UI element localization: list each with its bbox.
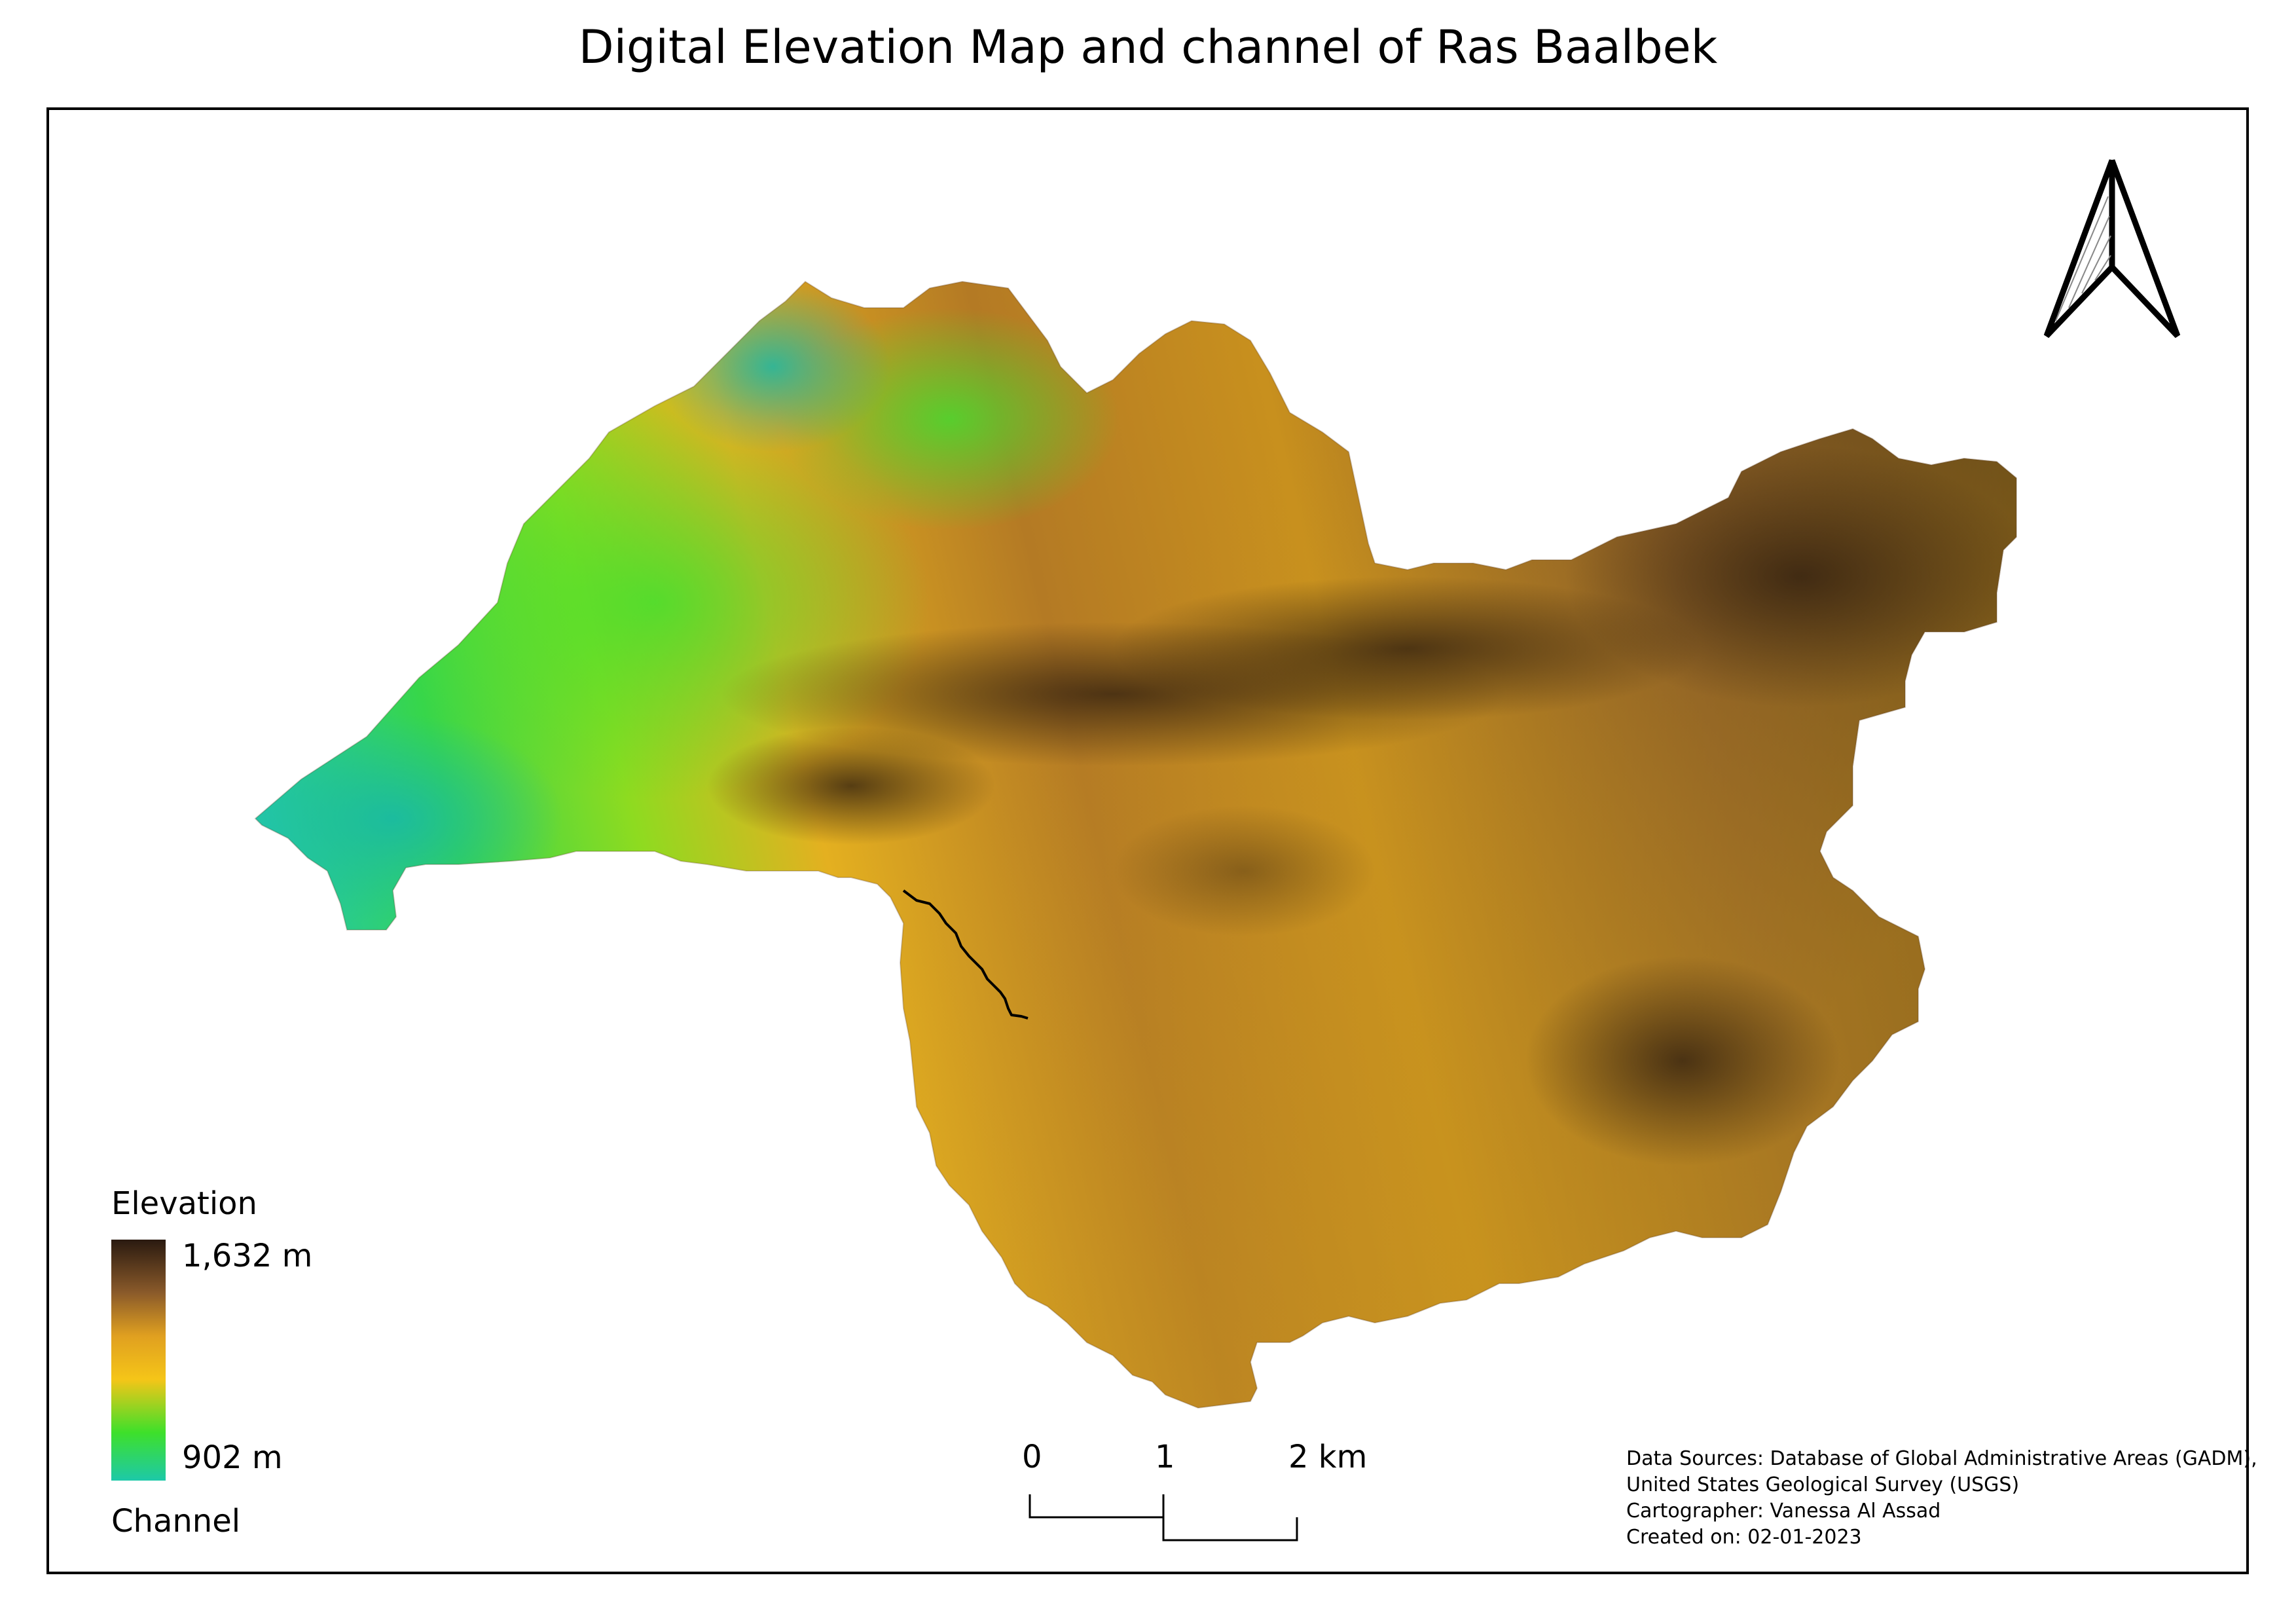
legend-max-label: 1,632 m (182, 1238, 313, 1274)
credits-line: Data Sources: Database of Global Adminis… (1626, 1447, 2257, 1470)
legend-title: Elevation (111, 1185, 257, 1222)
scale-label-1: 1 (1155, 1439, 1175, 1475)
north-arrow-icon (2043, 159, 2181, 339)
credits-line: United States Geological Survey (USGS) (1626, 1473, 2020, 1496)
map-frame (46, 107, 2249, 1574)
elevation-color-ramp (111, 1240, 166, 1481)
channel-line[interactable] (902, 889, 1029, 1020)
credits-line: Created on: 02-01-2023 (1626, 1526, 1862, 1549)
legend-channel-label: Channel (111, 1503, 241, 1540)
map-title: Digital Elevation Map and channel of Ras… (578, 20, 1718, 74)
legend-min-label: 902 m (182, 1439, 283, 1476)
scale-label-0: 0 (1022, 1439, 1042, 1475)
scale-label-2: 2 km (1288, 1439, 1368, 1475)
scale-bar (1029, 1494, 1298, 1541)
map-credits: Data Sources: Database of Global Adminis… (1626, 1446, 2257, 1551)
credits-line: Cartographer: Vanessa Al Assad (1626, 1500, 1941, 1522)
elevation-raster[interactable] (223, 262, 2043, 1428)
